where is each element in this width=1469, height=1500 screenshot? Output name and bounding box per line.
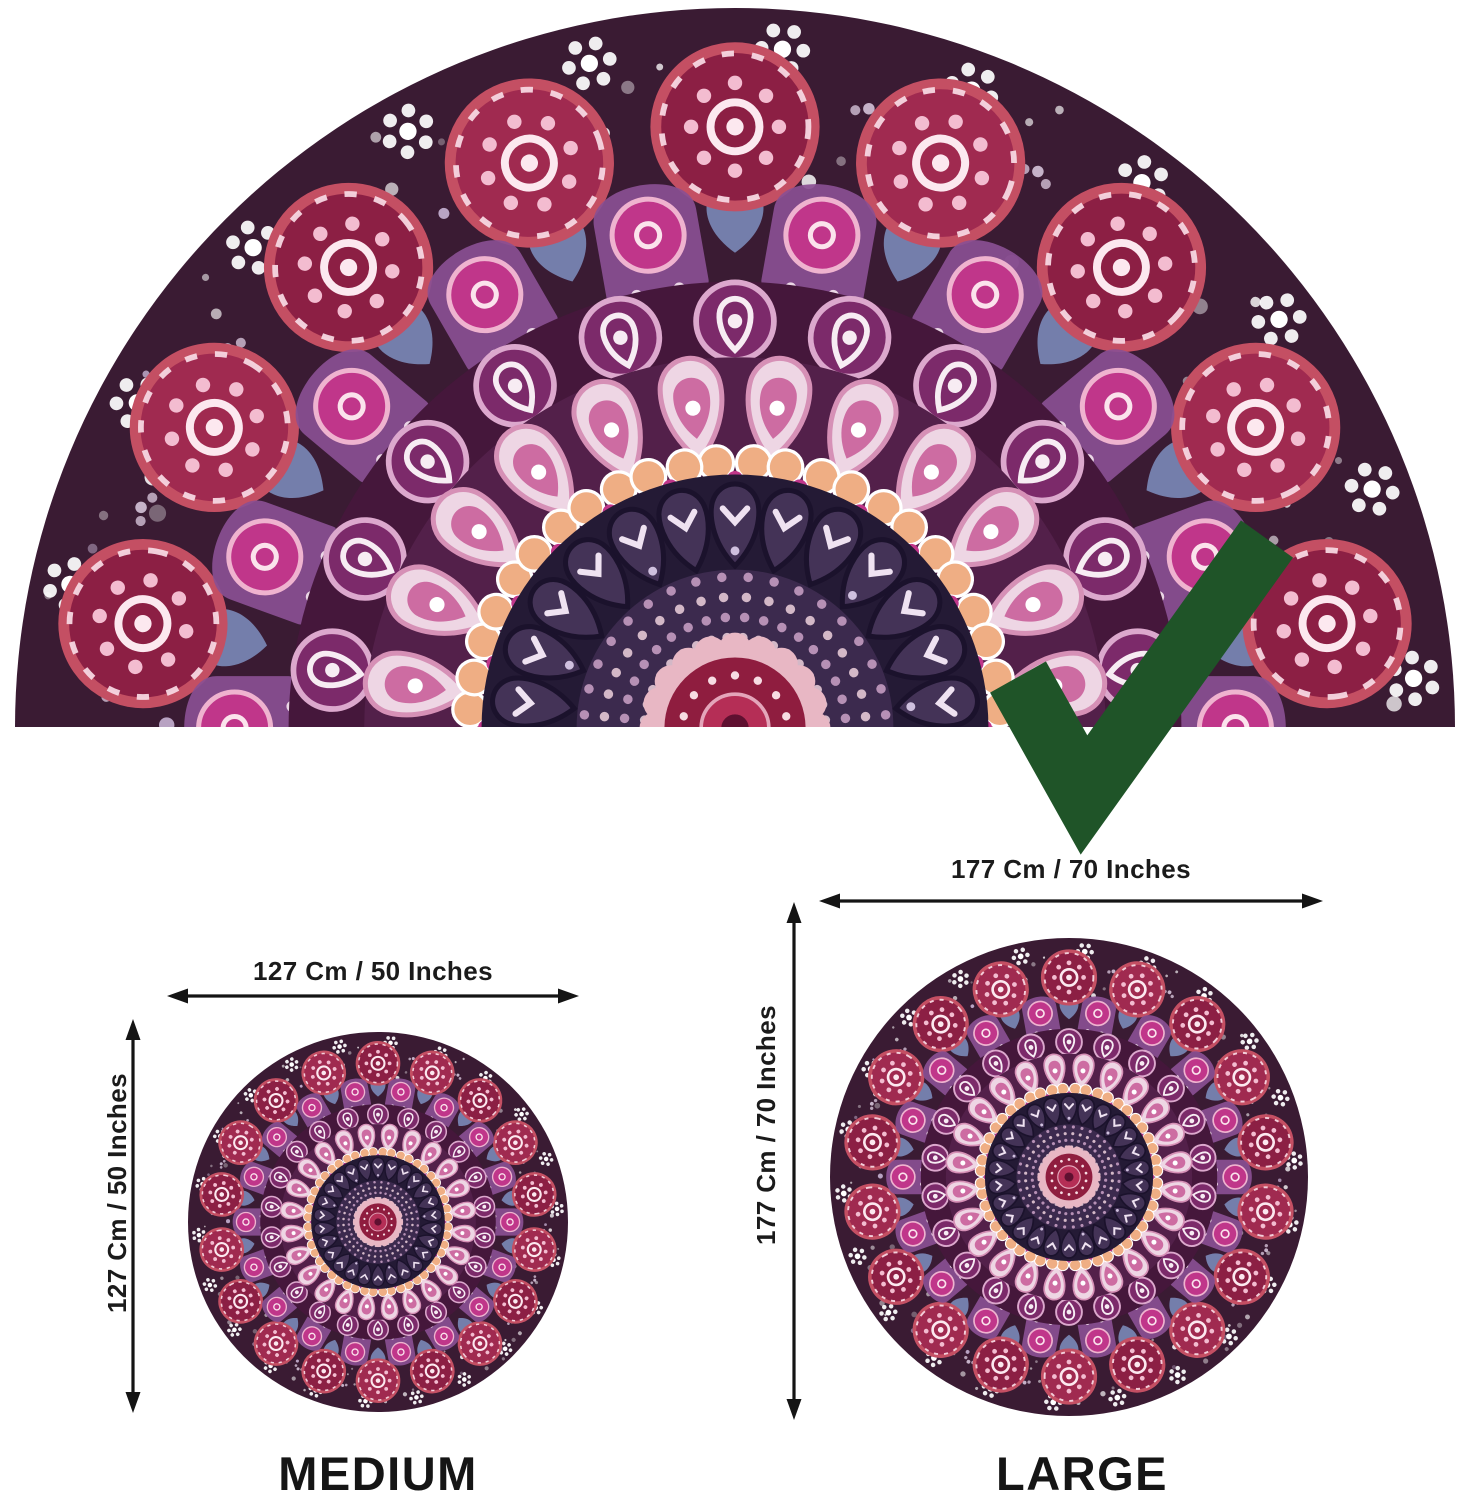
- medium-width-dimension-label: 127 Cm / 50 Inches: [253, 956, 493, 986]
- medium-tapestry-image: [188, 1032, 568, 1412]
- medium-size-label: MEDIUM: [278, 1447, 478, 1500]
- large-height-arrow: [786, 902, 802, 1420]
- tapestry-half-preview: [15, 8, 1455, 727]
- large-height-dimension-label: 177 Cm / 70 Inches: [751, 1005, 781, 1245]
- large-width-arrow: [819, 893, 1323, 909]
- checkmark-icon: [990, 520, 1294, 855]
- medium-width-arrow: [167, 988, 579, 1004]
- large-width-dimension-label: 177 Cm / 70 Inches: [951, 854, 1191, 884]
- medium-height-arrow: [125, 1019, 141, 1413]
- large-tapestry-image: [830, 938, 1308, 1416]
- checkmark-stroke: [990, 520, 1294, 855]
- large-size-label: LARGE: [996, 1447, 1168, 1500]
- tapestry-pattern-preview: [15, 8, 1455, 727]
